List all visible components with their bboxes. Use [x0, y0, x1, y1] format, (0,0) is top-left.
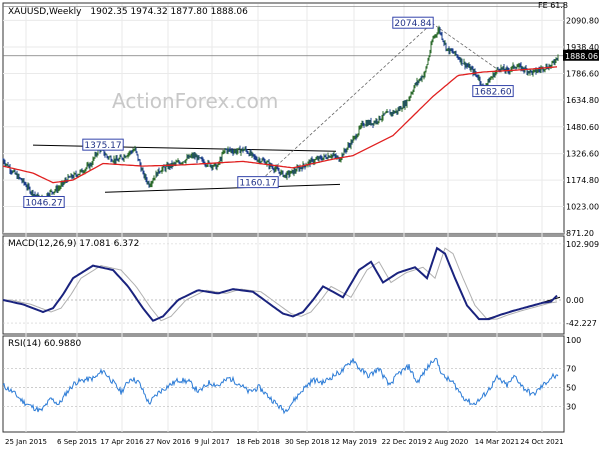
price-y-tick-label: 1938.40 — [566, 43, 599, 52]
rsi-panel — [2, 335, 565, 433]
price-panel — [2, 2, 565, 235]
rsi-y-tick-label: 100 — [566, 336, 581, 345]
macd-y-tick-label: 102.909 — [566, 240, 599, 249]
macd-panel — [2, 235, 565, 335]
macd-line — [2, 246, 558, 322]
price-y-tick-label: 871.20 — [566, 229, 594, 238]
chart-title: XAUUSD,Weekly — [8, 7, 82, 17]
price-y-tick-label: 1634.80 — [566, 96, 599, 105]
price-annotation-box — [23, 195, 65, 208]
price-annotation: 1375.17 — [84, 141, 121, 151]
macd-y-tick-label: -42.227 — [566, 319, 597, 328]
price-y-tick-label: 2090.80 — [566, 16, 599, 25]
moving-average-line — [2, 66, 558, 184]
time-tick-label: 27 Nov 2016 — [146, 438, 191, 446]
time-tick-label: 2 Aug 2020 — [428, 438, 468, 446]
channel-lower-line — [104, 183, 341, 193]
rsi-y-tick-label: 50 — [566, 383, 576, 392]
time-tick-label: 14 Mar 2021 — [475, 438, 519, 446]
watermark: ActionForex.com — [112, 89, 278, 113]
time-tick-label: 25 Jan 2015 — [5, 438, 47, 446]
price-annotation-box — [392, 16, 434, 29]
price-annotation: 1160.17 — [239, 179, 276, 189]
time-tick-label: 18 Feb 2018 — [236, 438, 280, 446]
macd-signal-line — [3, 247, 558, 322]
macd-title: MACD(12,26,9) 17.081 6.372 — [8, 239, 139, 249]
price-annotation: 1682.60 — [474, 88, 511, 98]
time-tick-label: 9 Jul 2017 — [194, 438, 229, 446]
macd-y-tick-label: 0.00 — [566, 296, 584, 305]
price-y-tick-label: 1326.60 — [566, 150, 599, 159]
time-tick-label: 22 Dec 2019 — [382, 438, 427, 446]
current-price-tag-label: 1888.06 — [565, 52, 598, 61]
price-annotation-box — [237, 176, 279, 189]
price-annotation-box — [472, 85, 514, 98]
price-y-tick-label: 1480.60 — [566, 123, 599, 132]
rsi-line — [2, 357, 559, 415]
time-tick-label: 24 Oct 2021 — [520, 438, 563, 446]
price-annotation: 1046.27 — [25, 198, 62, 208]
fib-label: FE 61.8 — [538, 1, 568, 10]
time-tick-label: 17 Apr 2016 — [100, 438, 144, 446]
price-y-tick-label: 1786.60 — [566, 69, 599, 78]
time-tick-label: 6 Sep 2015 — [57, 438, 97, 446]
price-title: XAUUSD,Weekly 1902.35 1974.32 1877.80 18… — [8, 7, 248, 17]
price-y-tick-label: 1174.80 — [566, 176, 599, 185]
current-price-tag — [563, 49, 599, 61]
rsi-title: RSI(14) 60.9880 — [8, 339, 81, 349]
price-annotation-box — [82, 138, 124, 151]
projection-dashed-line — [261, 22, 433, 180]
time-tick-label: 30 Sep 2018 — [285, 438, 329, 446]
price-y-tick-label: 1023.00 — [566, 203, 599, 212]
price-annotation: 2074.84 — [394, 19, 431, 29]
projection-dashed-line — [431, 22, 501, 72]
rsi-y-tick-label: 30 — [566, 402, 576, 411]
ohlc-readout: 1902.35 1974.32 1877.80 1888.06 — [90, 7, 248, 17]
rsi-y-tick-label: 70 — [566, 364, 576, 373]
time-tick-label: 12 May 2019 — [331, 438, 377, 446]
